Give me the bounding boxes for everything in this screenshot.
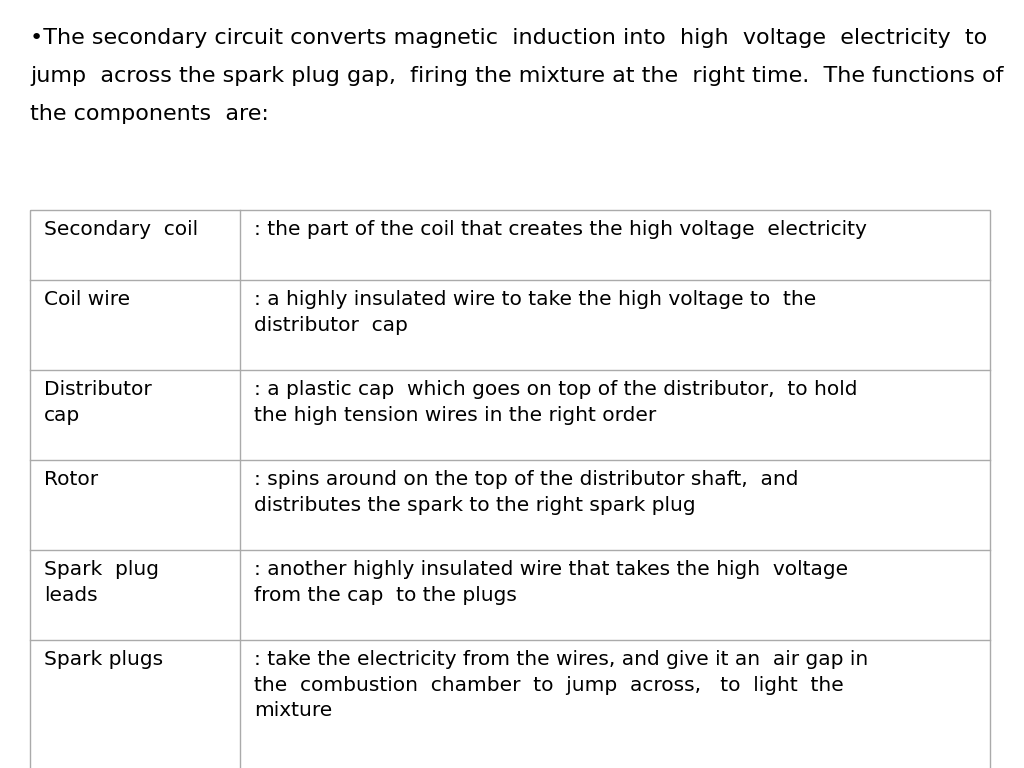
- Text: : another highly insulated wire that takes the high  voltage
from the cap  to th: : another highly insulated wire that tak…: [254, 560, 848, 604]
- Text: : a plastic cap  which goes on top of the distributor,  to hold
the high tension: : a plastic cap which goes on top of the…: [254, 380, 857, 425]
- Text: : take the electricity from the wires, and give it an  air gap in
the  combustio: : take the electricity from the wires, a…: [254, 650, 868, 720]
- Text: Distributor
cap: Distributor cap: [44, 380, 152, 425]
- Text: : spins around on the top of the distributor shaft,  and
distributes the spark t: : spins around on the top of the distrib…: [254, 470, 799, 515]
- Text: Spark plugs: Spark plugs: [44, 650, 163, 669]
- Bar: [30, 210, 990, 768]
- Text: the components  are:: the components are:: [30, 104, 269, 124]
- Text: •The secondary circuit converts magnetic  induction into  high  voltage  electri: •The secondary circuit converts magnetic…: [30, 28, 987, 48]
- Text: Rotor: Rotor: [44, 470, 98, 489]
- Text: Secondary  coil: Secondary coil: [44, 220, 198, 239]
- Text: jump  across the spark plug gap,  firing the mixture at the  right time.  The fu: jump across the spark plug gap, firing t…: [30, 66, 1004, 86]
- Text: : a highly insulated wire to take the high voltage to  the
distributor  cap: : a highly insulated wire to take the hi…: [254, 290, 816, 335]
- Text: Spark  plug
leads: Spark plug leads: [44, 560, 159, 604]
- Text: Coil wire: Coil wire: [44, 290, 130, 309]
- Text: : the part of the coil that creates the high voltage  electricity: : the part of the coil that creates the …: [254, 220, 867, 239]
